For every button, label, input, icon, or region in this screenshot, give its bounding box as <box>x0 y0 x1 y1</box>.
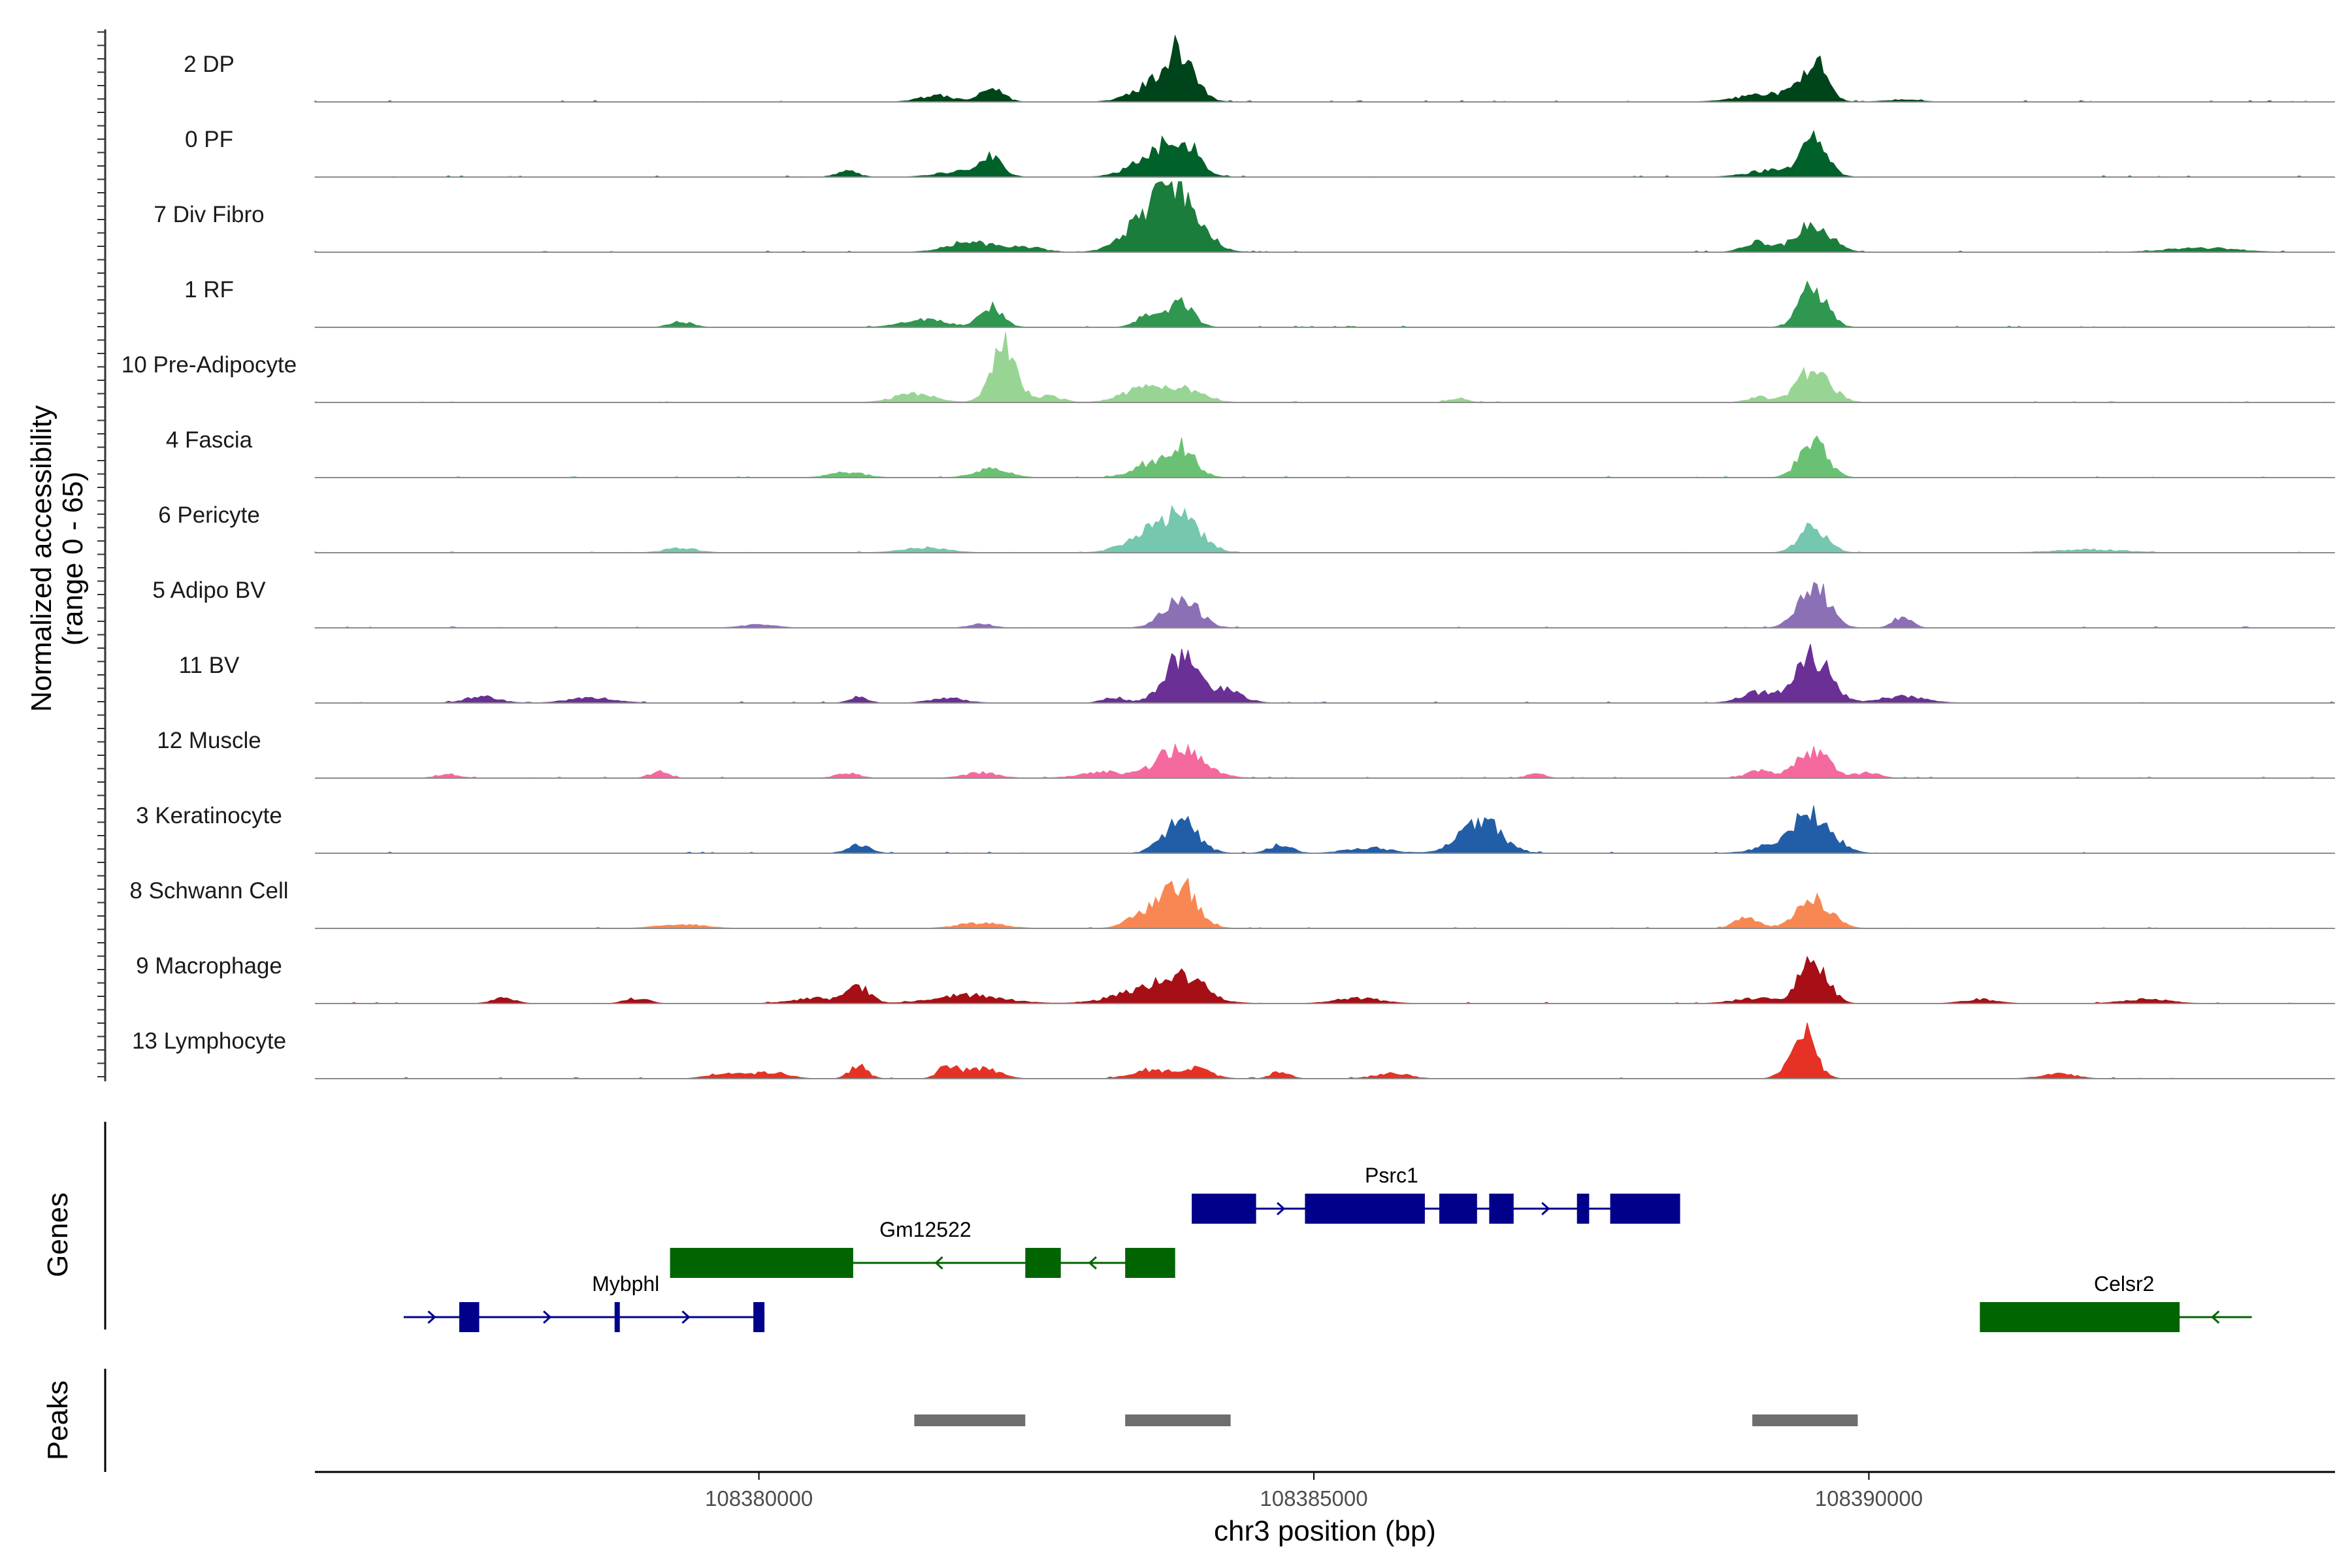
gene-exon <box>1980 1302 2180 1332</box>
gene-label: Mybphl <box>592 1272 659 1296</box>
x-axis-ticks: 108380000 108385000 108390000 <box>705 1472 1923 1511</box>
gene-exon <box>1025 1248 1061 1278</box>
y-axis-title-line1: Normalized accessibility <box>25 405 57 711</box>
gene-model: Gm12522 <box>670 1218 1175 1278</box>
gene-exon <box>1610 1194 1680 1224</box>
peak-region <box>1752 1414 1858 1426</box>
gene-exon <box>1439 1194 1477 1224</box>
coverage-track: 13 Lymphocyte <box>132 1022 2335 1079</box>
coverage-track: 12 Muscle <box>157 728 2335 779</box>
coverage-track: 4 Fascia <box>166 427 2335 478</box>
gene-exon <box>1489 1194 1514 1224</box>
coverage-track: 7 Div Fibro <box>154 180 2335 253</box>
coverage-track: 11 BV <box>179 644 2336 704</box>
x-tick-label: 108390000 <box>1815 1486 1923 1511</box>
track-label: 10 Pre-Adipocyte <box>122 352 297 378</box>
gene-exon <box>670 1248 853 1278</box>
track-label: 5 Adipo BV <box>152 578 266 603</box>
strand-arrow <box>1277 1201 1286 1216</box>
coverage-track: 6 Pericyte <box>158 502 2335 553</box>
track-label: 0 PF <box>185 127 233 152</box>
track-label: 2 DP <box>184 52 235 77</box>
coverage-area <box>315 955 2335 1004</box>
gene-label: Psrc1 <box>1365 1164 1418 1187</box>
coverage-track: 8 Schwann Cell <box>129 877 2335 929</box>
gene-annotation-track: Psrc1 Gm12522 Mybphl Celsr2 <box>403 1164 2252 1332</box>
strand-arrow <box>1088 1256 1097 1270</box>
strand-arrow <box>1541 1201 1550 1216</box>
strand-arrow <box>934 1256 943 1270</box>
x-axis: 108380000 108385000 108390000 chr3 positio… <box>315 1471 2335 1547</box>
track-label: 4 Fascia <box>166 427 253 453</box>
coverage-track: 3 Keratinocyte <box>136 803 2335 854</box>
coverage-tracks: 2 DP 0 PF 7 Div Fibro 1 RF 10 Pre-Adipocyte 4… <box>122 34 2336 1079</box>
track-label: 9 Macrophage <box>136 953 282 979</box>
track-label: 1 RF <box>184 277 234 302</box>
gene-exon <box>1576 1194 1590 1224</box>
gene-label: Celsr2 <box>2094 1272 2154 1296</box>
gene-exon <box>1192 1194 1256 1224</box>
gene-model: Mybphl <box>403 1272 765 1332</box>
gene-exon <box>459 1302 480 1332</box>
track-label: 11 BV <box>179 653 240 678</box>
strand-arrow <box>681 1310 691 1324</box>
strand-arrow <box>543 1310 552 1324</box>
gene-exon <box>1305 1194 1425 1224</box>
x-tick-label: 108380000 <box>705 1486 813 1511</box>
x-tick-label: 108385000 <box>1260 1486 1367 1511</box>
strand-arrow <box>427 1310 436 1324</box>
peak-regions-track <box>914 1414 1858 1426</box>
coverage-track: 5 Adipo BV <box>152 578 2335 629</box>
coverage-track: 0 PF <box>185 127 2335 178</box>
track-label: 8 Schwann Cell <box>129 878 288 904</box>
y-axis-title-line2: (range 0 - 65) <box>57 472 89 646</box>
gene-exon <box>753 1302 765 1332</box>
coverage-track: 10 Pre-Adipocyte <box>122 331 2335 403</box>
coverage-track: 1 RF <box>184 277 2336 328</box>
coverage-y-ticks <box>97 31 105 1077</box>
gene-model: Psrc1 <box>1192 1164 1680 1224</box>
track-label: 13 Lymphocyte <box>132 1028 286 1054</box>
left-axes <box>97 29 106 1472</box>
peak-region <box>914 1414 1026 1426</box>
gene-model: Celsr2 <box>1980 1272 2252 1332</box>
track-label: 6 Pericyte <box>158 502 260 528</box>
track-label: 7 Div Fibro <box>154 202 264 227</box>
gene-exon <box>614 1302 620 1332</box>
track-label: 3 Keratinocyte <box>136 803 282 828</box>
peak-region <box>1125 1414 1231 1426</box>
peaks-panel-label: Peaks <box>42 1380 74 1460</box>
strand-arrow <box>2211 1310 2220 1324</box>
gene-exon <box>1125 1248 1175 1278</box>
y-axis-title: Normalized accessibility (range 0 - 65) <box>25 405 89 711</box>
gene-label: Gm12522 <box>879 1218 972 1241</box>
coverage-track: 9 Macrophage <box>136 953 2335 1004</box>
genes-panel-label: Genes <box>42 1192 74 1277</box>
x-axis-title: chr3 position (bp) <box>1214 1515 1436 1547</box>
coverage-track: 2 DP <box>184 34 2335 103</box>
track-label: 12 Muscle <box>157 728 261 753</box>
